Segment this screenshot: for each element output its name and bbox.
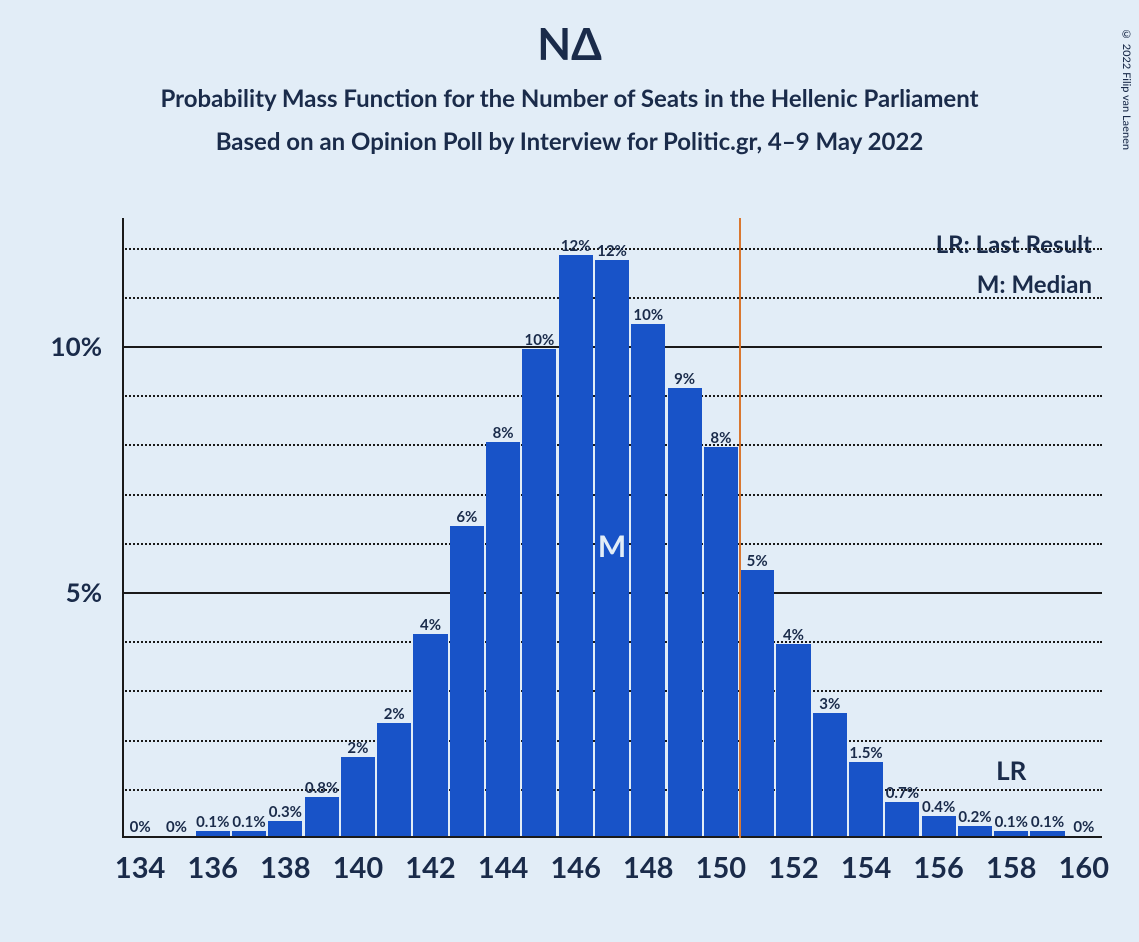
bar-value-label: 0.1%: [1031, 813, 1064, 831]
x-axis-tick-label: 160: [1059, 850, 1109, 885]
x-axis-tick-label: 136: [188, 850, 238, 885]
bar-value-label: 3%: [819, 695, 840, 713]
bar: [196, 831, 230, 836]
x-axis-tick-label: 154: [841, 850, 891, 885]
bar: [377, 723, 411, 836]
median-mark: M: [598, 528, 626, 564]
bar-value-label: 8%: [710, 429, 731, 447]
bar: [668, 388, 702, 836]
chart-plot-area: LR: Last Result M: Median 5%10%0%0%0.1%0…: [122, 218, 1102, 838]
bar-value-label: 0.1%: [232, 813, 265, 831]
bar: [522, 349, 556, 836]
x-axis-tick-label: 150: [696, 850, 746, 885]
x-axis-tick-label: 142: [405, 850, 455, 885]
bar-value-label: 0.7%: [886, 784, 919, 802]
legend-median: M: Median: [977, 270, 1092, 299]
bar-value-label: 0.8%: [305, 779, 338, 797]
bar-value-label: 0.3%: [269, 803, 302, 821]
x-axis-tick-label: 144: [478, 850, 528, 885]
bar: [1030, 831, 1064, 836]
bar: [631, 324, 665, 836]
copyright-text: © 2022 Filip van Laenen: [1120, 28, 1133, 150]
bar-value-label: 4%: [783, 626, 804, 644]
chart-subtitle-2: Based on an Opinion Poll by Interview fo…: [0, 127, 1139, 156]
x-axis-tick-label: 138: [260, 850, 310, 885]
bar: [994, 831, 1028, 836]
y-axis-line: [122, 218, 124, 838]
bar: [450, 526, 484, 836]
bar-value-label: 1.5%: [849, 744, 882, 762]
bar: [922, 816, 956, 836]
chart-subtitle: Probability Mass Function for the Number…: [0, 84, 1139, 113]
bar-value-label: 2%: [347, 739, 368, 757]
bar: [232, 831, 266, 836]
last-result-line: [739, 218, 741, 838]
bar-value-label: 0.4%: [922, 798, 955, 816]
bar-value-label: 0.1%: [196, 813, 229, 831]
bar: [305, 797, 339, 836]
bar: [413, 634, 447, 836]
x-axis-tick-label: 152: [768, 850, 818, 885]
x-axis-labels: 1341361381401421441461481501521541561581…: [122, 850, 1102, 890]
bar: [813, 713, 847, 836]
y-axis-tick-label: 10%: [51, 330, 102, 362]
bar-value-label: 0%: [130, 818, 151, 836]
bar-value-label: 6%: [456, 508, 477, 526]
bar-value-label: 4%: [420, 616, 441, 634]
bar: [341, 757, 375, 836]
bar-value-label: 5%: [747, 552, 768, 570]
x-axis-tick-label: 146: [550, 850, 600, 885]
x-axis-line: [122, 836, 1102, 838]
bar-value-label: 10%: [525, 331, 555, 349]
last-result-mark: LR: [996, 754, 1026, 786]
bar: [486, 442, 520, 836]
bar-value-label: 12%: [561, 237, 591, 255]
chart-title: ΝΔ: [0, 18, 1139, 70]
bar-value-label: 10%: [633, 306, 663, 324]
bar-value-label: 0.1%: [995, 813, 1028, 831]
bar: [740, 570, 774, 836]
bar: [958, 826, 992, 836]
bar: [849, 762, 883, 836]
x-axis-tick-label: 156: [913, 850, 963, 885]
bar: [885, 802, 919, 836]
x-axis-tick-label: 134: [115, 850, 165, 885]
bar: [704, 447, 738, 836]
x-axis-tick-label: 158: [986, 850, 1036, 885]
bar-value-label: 8%: [493, 424, 514, 442]
y-axis-tick-label: 5%: [66, 576, 102, 608]
bar-value-label: 12%: [597, 242, 627, 260]
bar-value-label: 0%: [1073, 818, 1094, 836]
x-axis-tick-label: 140: [333, 850, 383, 885]
bar-value-label: 0.2%: [958, 808, 991, 826]
x-axis-tick-label: 148: [623, 850, 673, 885]
legend-last-result: LR: Last Result: [936, 230, 1092, 259]
bar: [559, 255, 593, 836]
bar: [776, 644, 810, 836]
bar: [268, 821, 302, 836]
bar-value-label: 9%: [674, 370, 695, 388]
bar-value-label: 0%: [166, 818, 187, 836]
bar-value-label: 2%: [384, 705, 405, 723]
